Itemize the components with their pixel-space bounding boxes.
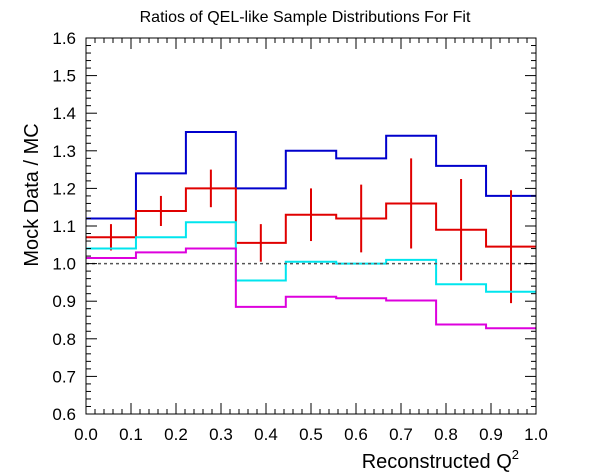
x-axis-label-superscript: 2 xyxy=(512,447,519,462)
x-tick-label: 0.7 xyxy=(389,425,413,444)
x-tick-label: 1.0 xyxy=(524,425,548,444)
y-tick-label: 1.0 xyxy=(52,255,76,274)
y-tick-label: 0.8 xyxy=(52,330,76,349)
y-tick-label: 0.9 xyxy=(52,292,76,311)
series-4-step-line xyxy=(86,247,536,330)
x-tick-label: 0.1 xyxy=(119,425,143,444)
x-tick-labels: 0.0 0.1 0.2 0.3 0.4 0.5 0.6 0.7 0.8 0.9 1.0 xyxy=(74,425,548,444)
x-tick-label: 0.2 xyxy=(164,425,188,444)
y-axis-label: Mock Data / MC xyxy=(21,123,43,266)
y-tick-label: 0.6 xyxy=(52,405,76,424)
x-tick-label: 0.5 xyxy=(299,425,323,444)
series-1 xyxy=(86,131,536,220)
y-tick-label: 1.1 xyxy=(52,217,76,236)
y-tick-label: 1.2 xyxy=(52,179,76,198)
x-tick-label: 0.0 xyxy=(74,425,98,444)
series-1-step-line xyxy=(86,131,536,220)
series-3-step-line xyxy=(86,221,536,293)
series-3 xyxy=(86,221,536,293)
series-2 xyxy=(86,158,536,304)
x-tick-label: 0.4 xyxy=(254,425,278,444)
x-tick-label: 0.8 xyxy=(434,425,458,444)
x-tick-label: 0.6 xyxy=(344,425,368,444)
y-tick-label: 1.5 xyxy=(52,67,76,86)
x-tick-label: 0.3 xyxy=(209,425,233,444)
x-tick-label: 0.9 xyxy=(479,425,503,444)
tick-layer xyxy=(85,37,537,415)
series-layer xyxy=(86,131,536,330)
series-4 xyxy=(86,247,536,330)
y-tick-label: 1.3 xyxy=(52,142,76,161)
chart-title: Ratios of QEL-like Sample Distributions … xyxy=(140,9,471,26)
x-axis-label: Reconstructed Q2 xyxy=(362,447,519,472)
x-axis-label-main: Reconstructed Q xyxy=(362,451,512,472)
y-tick-labels: 0.6 0.7 0.8 0.9 1.0 1.1 1.2 1.3 1.4 1.5 1.6 xyxy=(52,29,76,424)
y-tick-label: 1.6 xyxy=(52,29,76,48)
y-tick-label: 1.4 xyxy=(52,104,76,123)
y-tick-label: 0.7 xyxy=(52,367,76,386)
